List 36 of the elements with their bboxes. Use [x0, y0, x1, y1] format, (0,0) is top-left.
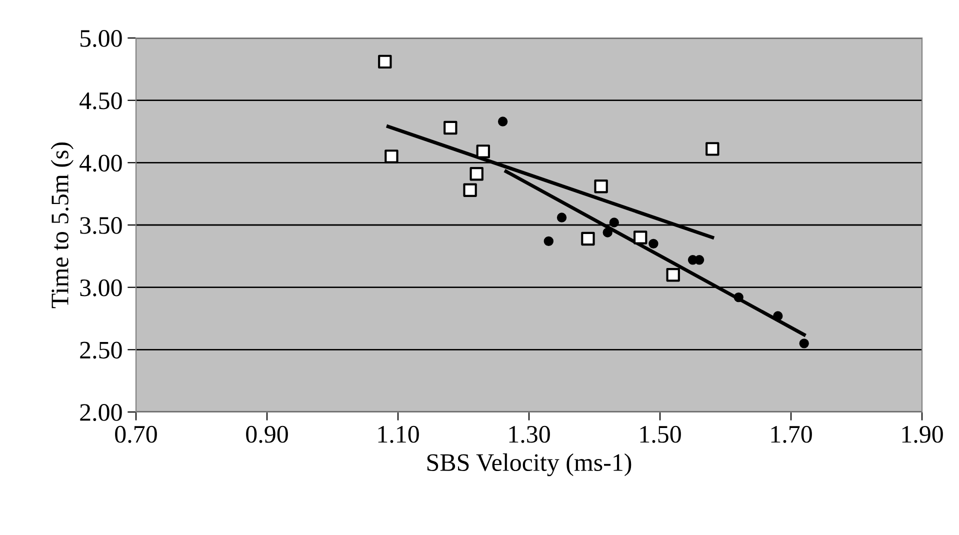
- x-tick-label: 1.10: [378, 426, 419, 443]
- point: [666, 268, 680, 282]
- point: [594, 180, 608, 194]
- x-axis-title: SBS Velocity (ms-1): [427, 453, 632, 476]
- point: [378, 54, 392, 69]
- x-tick-label: 0.70: [115, 426, 157, 443]
- x-tick-label: 1.90: [902, 426, 943, 443]
- point: [444, 120, 458, 135]
- y-tick-label: 2.50: [80, 342, 122, 359]
- y-tick-label: 4.00: [80, 154, 122, 172]
- point: [556, 212, 567, 222]
- y-tick-label: 2.00: [80, 404, 122, 422]
- point: [470, 167, 484, 181]
- point: [773, 311, 783, 321]
- point: [706, 142, 720, 156]
- x-tick-label: 0.90: [246, 426, 288, 443]
- y-axis-title: Time to 5.5m (s): [50, 142, 74, 308]
- point: [602, 228, 612, 238]
- y-tick-label: 3.00: [80, 279, 122, 296]
- point: [633, 230, 648, 244]
- x-tick-label: 1.50: [640, 426, 681, 443]
- y-tick-label: 5.00: [80, 30, 122, 48]
- point: [544, 236, 554, 246]
- point: [476, 144, 490, 158]
- point: [648, 238, 658, 249]
- y-tick-label: 3.50: [80, 217, 122, 234]
- y-tick-label: 4.50: [80, 92, 122, 110]
- x-tick-label: 1.30: [509, 426, 550, 443]
- point: [609, 218, 619, 228]
- point: [734, 292, 744, 302]
- point: [463, 183, 477, 197]
- point: [498, 116, 508, 126]
- point: [799, 338, 809, 348]
- point: [384, 150, 398, 164]
- x-tick-label: 1.70: [771, 426, 812, 443]
- point: [581, 232, 595, 246]
